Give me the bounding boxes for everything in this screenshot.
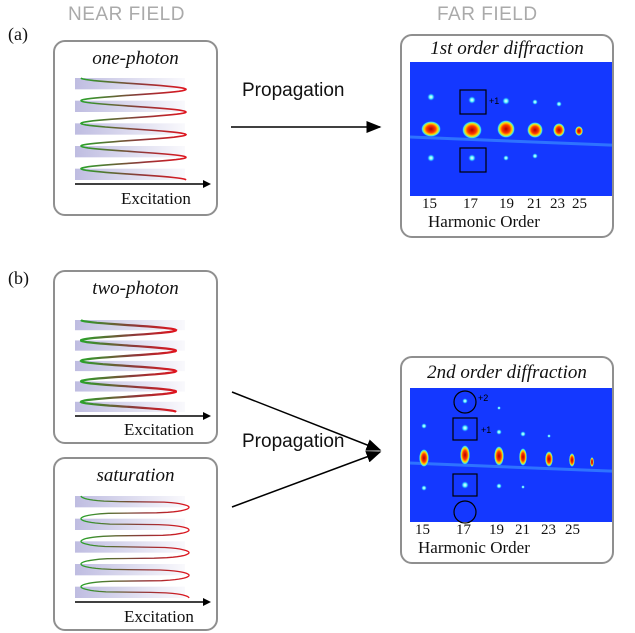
harmonic-spot bbox=[468, 96, 476, 104]
near-field-box-two-photon: two-photon bbox=[53, 270, 218, 444]
harmonic-spot bbox=[590, 457, 594, 467]
harmonic-spot bbox=[532, 99, 538, 105]
harmonic-spot bbox=[427, 154, 435, 162]
excitation-label: Excitation bbox=[124, 420, 194, 439]
tick-label: 25 bbox=[565, 522, 580, 538]
harmonic-tick-labels-b: 15 17 19 21 23 25 bbox=[410, 522, 612, 540]
harmonic-spot bbox=[494, 446, 504, 466]
far-field-header: FAR FIELD bbox=[437, 4, 538, 25]
harmonic-spot bbox=[421, 485, 427, 491]
harmonic-spot bbox=[532, 153, 538, 159]
harmonic-spot bbox=[462, 121, 482, 139]
harmonic-spot bbox=[569, 453, 575, 467]
order-box bbox=[459, 89, 487, 115]
intensity-curve bbox=[79, 319, 178, 413]
streak-line bbox=[409, 135, 613, 147]
tick-label: 23 bbox=[550, 196, 565, 212]
tick-label: 19 bbox=[489, 522, 504, 538]
harmonic-spot bbox=[421, 121, 441, 137]
order-mark: +1 bbox=[481, 425, 492, 435]
harmonic-spot bbox=[556, 101, 562, 107]
order-circle bbox=[453, 500, 477, 524]
harmonic-spot bbox=[497, 406, 501, 410]
order-circle bbox=[453, 390, 477, 414]
near-field-header: NEAR FIELD bbox=[68, 4, 185, 25]
near-field-plot-two-photon bbox=[75, 319, 211, 420]
harmonic-spot bbox=[496, 429, 502, 435]
panel-label-a: (a) bbox=[8, 24, 28, 44]
tick-label: 17 bbox=[463, 196, 478, 212]
propagation-label-a: Propagation bbox=[242, 80, 345, 101]
axis-arrowhead bbox=[203, 180, 211, 188]
streak-line bbox=[409, 461, 613, 473]
harmonic-spot bbox=[519, 448, 527, 466]
harmonic-spot bbox=[575, 126, 583, 136]
intensity-curve bbox=[80, 495, 190, 599]
box-title: one-photon bbox=[92, 48, 179, 69]
order-mark: +2 bbox=[478, 393, 489, 403]
box-title: saturation bbox=[96, 465, 175, 486]
excitation-label: Excitation bbox=[121, 189, 191, 208]
harmonic-spot bbox=[462, 398, 468, 404]
tick-label: 15 bbox=[415, 522, 430, 538]
tick-label: 15 bbox=[422, 196, 437, 212]
harmonic-spot bbox=[461, 481, 469, 489]
box-title: two-photon bbox=[92, 278, 179, 299]
near-field-plot-one-photon bbox=[75, 77, 211, 188]
order-box bbox=[452, 417, 478, 441]
harmonic-spot bbox=[468, 154, 476, 162]
harmonic-order-label-b: Harmonic Order bbox=[418, 538, 530, 557]
harmonic-spot bbox=[461, 424, 469, 432]
axis-arrowhead bbox=[203, 412, 211, 420]
diffraction-image-second-order bbox=[409, 388, 613, 524]
order-mark: +1 bbox=[489, 96, 500, 106]
harmonic-spot bbox=[419, 449, 429, 467]
panel-label-b: (b) bbox=[8, 268, 29, 288]
box-title: 1st order diffraction bbox=[430, 38, 584, 59]
harmonic-spot bbox=[527, 122, 543, 138]
tick-label: 17 bbox=[456, 522, 471, 538]
diffraction-image-first-order bbox=[409, 62, 613, 196]
axis-arrowhead bbox=[203, 598, 211, 606]
harmonic-spot bbox=[521, 485, 525, 489]
harmonic-order-label-a: Harmonic Order bbox=[428, 212, 540, 231]
intensity-curve bbox=[79, 77, 188, 181]
harmonic-spot bbox=[547, 434, 551, 438]
harmonic-spot bbox=[553, 123, 565, 137]
harmonic-spot bbox=[421, 423, 427, 429]
propagation-label-b: Propagation bbox=[242, 431, 345, 452]
order-box bbox=[452, 473, 478, 497]
harmonic-spot bbox=[520, 431, 526, 437]
harmonic-spot bbox=[427, 93, 435, 101]
detector-background bbox=[410, 388, 612, 522]
harmonic-spot bbox=[460, 445, 470, 465]
near-field-box-one-photon: one-photon bbox=[53, 40, 218, 216]
tick-label: 21 bbox=[515, 522, 530, 538]
tick-label: 25 bbox=[572, 196, 587, 212]
harmonic-spot bbox=[502, 97, 510, 105]
harmonic-spot bbox=[497, 120, 515, 138]
harmonic-spot bbox=[503, 155, 509, 161]
tick-label: 19 bbox=[499, 196, 514, 212]
harmonic-spot bbox=[545, 451, 553, 467]
tick-label: 23 bbox=[541, 522, 556, 538]
near-field-plot-saturation bbox=[75, 495, 211, 606]
harmonic-spot bbox=[496, 483, 502, 489]
box-title: 2nd order diffraction bbox=[427, 362, 587, 383]
tick-label: 21 bbox=[527, 196, 542, 212]
harmonic-tick-labels-a: 15 17 19 21 23 25 bbox=[410, 196, 612, 214]
order-box bbox=[459, 147, 487, 173]
excitation-label: Excitation bbox=[124, 607, 194, 626]
